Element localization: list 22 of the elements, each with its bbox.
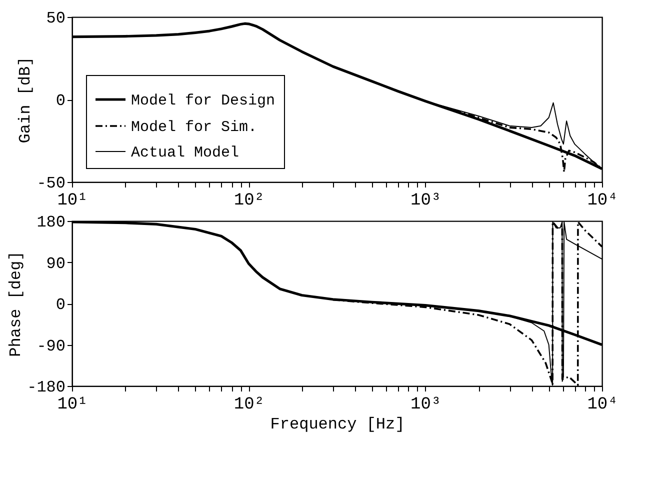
x-tick-label: 10³ [410, 396, 442, 414]
x-axis-title: Frequency [Hz] [270, 416, 405, 434]
y-tick-label: 0 [56, 296, 66, 314]
legend-label: Actual Model [131, 144, 240, 162]
legend-label: Model for Design [131, 92, 276, 110]
x-tick-label: 10¹ [57, 396, 88, 414]
y-axis-title: Gain [dB] [16, 56, 35, 144]
x-tick-label: 10² [234, 396, 264, 414]
y-tick-label: -90 [36, 337, 66, 356]
y-tick-label: -50 [36, 174, 66, 192]
x-tick-label: 10¹ [57, 192, 88, 210]
x-tick-label: 10³ [410, 192, 442, 210]
x-tick-label: 10⁴ [587, 396, 618, 414]
x-tick-label: 10⁴ [587, 192, 618, 210]
y-tick-label: 50 [46, 10, 66, 28]
y-tick-label: 180 [36, 214, 66, 232]
y-axis-title: Phase [deg] [7, 251, 26, 357]
legend-label: Model for Sim. [131, 119, 258, 136]
y-tick-label: -180 [27, 378, 66, 396]
y-tick-label: 0 [56, 92, 66, 110]
y-tick-label: 90 [46, 254, 66, 273]
x-tick-label: 10² [234, 192, 264, 210]
